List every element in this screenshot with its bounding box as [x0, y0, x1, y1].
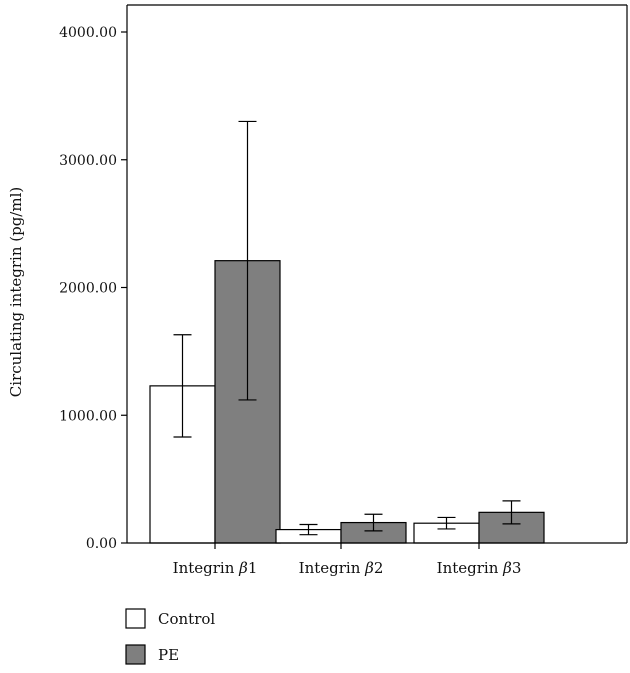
- x-tick-label: Integrin β2: [299, 559, 384, 577]
- legend-swatch-control: [125, 608, 146, 629]
- legend-label-control: Control: [158, 610, 215, 628]
- y-tick-label: 0.00: [86, 536, 117, 552]
- x-tick-label: Integrin β1: [173, 559, 258, 577]
- x-tick-label: Integrin β3: [437, 559, 522, 577]
- legend-swatch-pe: [125, 644, 146, 665]
- legend: Control PE: [125, 608, 215, 665]
- legend-label-pe: PE: [158, 646, 179, 664]
- y-axis-title: Circulating integrin (pg/ml): [7, 187, 25, 397]
- x-axis: Integrin β1 Integrin β2 Integrin β3: [127, 542, 627, 577]
- y-tick-label: 1000.00: [59, 408, 117, 424]
- y-axis: 0.00 1000.00 2000.00 3000.00 4000.00: [59, 4, 628, 552]
- y-tick-label: 4000.00: [59, 25, 117, 41]
- y-tick-label: 2000.00: [59, 281, 117, 297]
- y-tick-label: 3000.00: [59, 153, 117, 169]
- bars: [149, 120, 545, 544]
